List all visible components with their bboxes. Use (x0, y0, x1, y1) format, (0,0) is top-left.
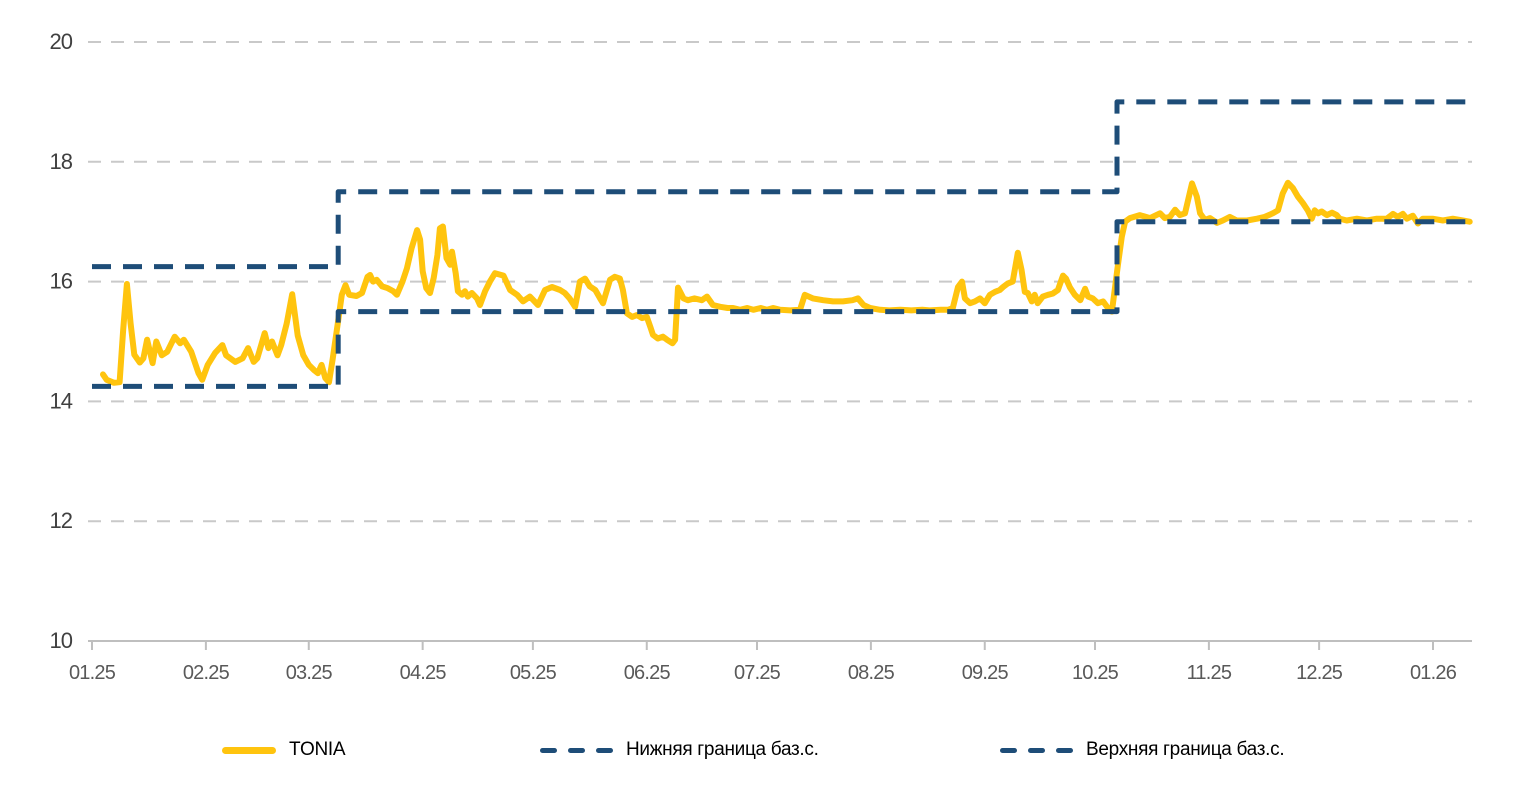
svg-text:09.25: 09.25 (962, 662, 1009, 684)
svg-text:18: 18 (50, 149, 73, 174)
series-upper-bound (92, 99, 1470, 270)
legend-item-tonia: TONIA (222, 736, 346, 764)
chart-legend: TONIA Нижняя граница баз.с. Верхняя гран… (0, 736, 1515, 766)
dash-segment (1056, 747, 1073, 753)
series-lower-bound (92, 219, 1470, 389)
svg-text:07.25: 07.25 (734, 662, 781, 684)
svg-text:14: 14 (50, 388, 73, 413)
svg-text:01.25: 01.25 (69, 662, 116, 684)
legend-item-upper-bound: Верхняя граница баз.с. (1000, 736, 1285, 764)
svg-text:12: 12 (50, 508, 73, 533)
series-tonia (100, 179, 1473, 386)
dash-segment (1028, 747, 1045, 753)
svg-text:10.25: 10.25 (1072, 662, 1119, 684)
svg-text:11.25: 11.25 (1187, 662, 1232, 684)
legend-label-lower-bound: Нижняя граница баз.с. (626, 739, 819, 760)
x-axis (88, 640, 1472, 650)
svg-text:01.26: 01.26 (1410, 662, 1457, 684)
gridlines (88, 41, 1472, 523)
upper-bound-dash-swatch (1000, 747, 1073, 753)
svg-text:10: 10 (50, 628, 73, 653)
legend-label-upper-bound: Верхняя граница баз.с. (1086, 739, 1285, 760)
y-axis-labels: 10 12 14 16 18 20 (50, 29, 74, 653)
dash-segment (1000, 747, 1017, 753)
tonia-line-swatch (222, 746, 276, 754)
svg-text:08.25: 08.25 (848, 662, 895, 684)
dash-segment (568, 747, 585, 753)
svg-text:16: 16 (50, 269, 73, 294)
svg-text:06.25: 06.25 (624, 662, 671, 684)
svg-text:04.25: 04.25 (400, 662, 447, 684)
svg-text:20: 20 (50, 29, 73, 54)
legend-label-tonia: TONIA (289, 739, 346, 760)
x-axis-labels: 01.25 02.25 03.25 04.25 05.25 06.25 07.25 08.25… (69, 662, 1458, 684)
svg-text:05.25: 05.25 (510, 662, 557, 684)
dash-segment (540, 747, 557, 753)
lower-bound-dash-swatch (540, 747, 613, 753)
dash-segment (596, 747, 613, 753)
legend-item-lower-bound: Нижняя граница баз.с. (540, 736, 819, 764)
svg-text:03.25: 03.25 (286, 662, 333, 684)
svg-text:12.25: 12.25 (1296, 662, 1343, 684)
svg-text:02.25: 02.25 (183, 662, 230, 684)
